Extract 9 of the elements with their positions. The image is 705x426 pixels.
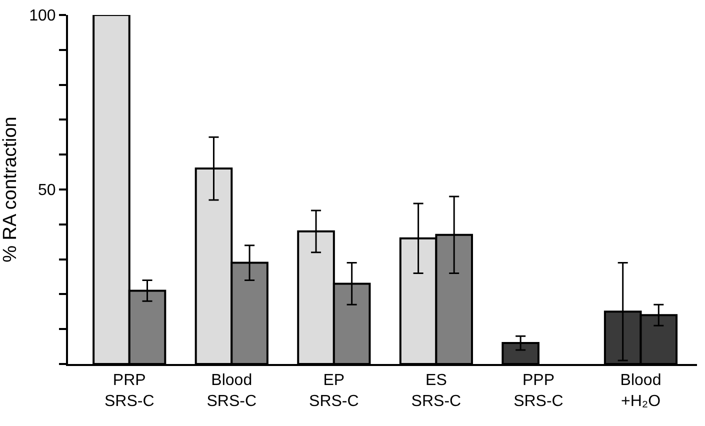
y-tick-label: 100 (29, 8, 56, 25)
y-tick-label: 50 (38, 182, 56, 200)
y-axis-title: % RA contraction (0, 116, 21, 262)
x-tick-label: PRP SRS-C (104, 372, 154, 410)
x-tick-label: ES SRS-C (411, 372, 462, 410)
x-tick-label: Blood +H₂O (620, 372, 662, 410)
x-tick-label: Blood SRS-C (206, 372, 257, 410)
x-tick-label: PPP SRS-C (514, 372, 564, 410)
x-tick-label: EP SRS-C (309, 372, 359, 410)
